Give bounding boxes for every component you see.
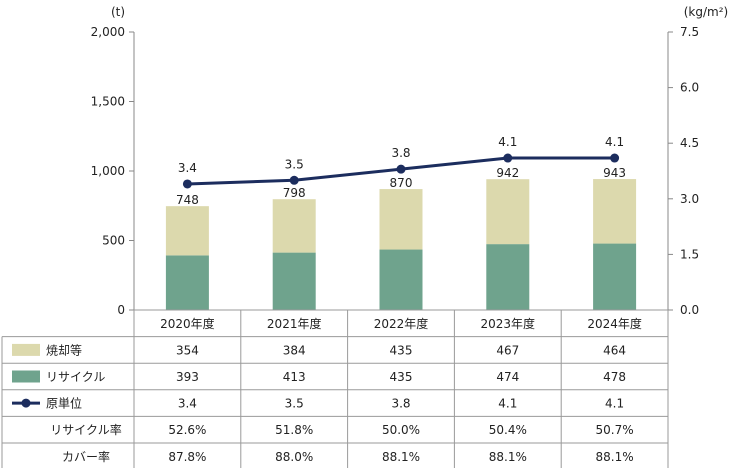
bar-recycle [593, 243, 637, 310]
bar-incineration [165, 206, 209, 256]
bar-total-label: 943 [603, 166, 626, 180]
table-cell: 88.1% [596, 450, 634, 464]
table-row-label: カバー率 [62, 449, 110, 464]
table-cell: 354 [176, 343, 199, 357]
table-cell: 4.1 [605, 397, 624, 411]
bar-recycle [379, 249, 423, 310]
table-cell: 474 [496, 370, 519, 384]
table-row-label: リサイクル率 [50, 422, 121, 437]
intensity-data-label: 4.1 [605, 135, 624, 149]
category-label: 2024年度 [587, 316, 642, 331]
intensity-point [396, 164, 406, 174]
table-cell: 3.8 [391, 397, 410, 411]
y-right-tick-label: 3.0 [680, 192, 699, 206]
intensity-point [610, 153, 620, 163]
category-label: 2021年度 [267, 316, 322, 331]
category-label: 2022年度 [374, 316, 429, 331]
table-cell: 393 [176, 370, 199, 384]
legend-point-swatch [21, 398, 31, 408]
intensity-data-label: 4.1 [498, 135, 517, 149]
table-cell: 4.1 [498, 397, 517, 411]
y-left-tick-label: 0 [117, 303, 125, 317]
intensity-data-label: 3.8 [391, 146, 410, 160]
table-cell: 52.6% [168, 423, 206, 437]
table-cell: 467 [496, 343, 519, 357]
y-left-tick-label: 500 [102, 234, 125, 248]
bar-incineration [593, 179, 637, 244]
bar-total-label: 798 [283, 186, 306, 200]
table-cell: 50.4% [489, 423, 527, 437]
category-label: 2020年度 [160, 316, 215, 331]
y-left-tick-label: 1,000 [91, 164, 125, 178]
y-right-unit: (kg/m²) [684, 5, 728, 19]
y-left-tick-label: 1,500 [91, 95, 125, 109]
y-left-unit: (t) [111, 5, 125, 19]
table-cell: 3.4 [178, 397, 197, 411]
bar-incineration [379, 189, 423, 250]
table-cell: 50.0% [382, 423, 420, 437]
table-cell: 87.8% [168, 450, 206, 464]
bar-incineration [486, 179, 530, 245]
intensity-data-label: 3.5 [285, 157, 304, 171]
table-row-label: リサイクル [46, 370, 105, 384]
category-label: 2023年度 [481, 316, 536, 331]
table-cell: 464 [603, 343, 626, 357]
y-right-tick-label: 7.5 [680, 25, 699, 39]
bar-total-label: 748 [176, 193, 199, 207]
y-right-tick-label: 1.5 [680, 247, 699, 261]
table-cell: 435 [390, 343, 413, 357]
table-row-label: 原単位 [46, 396, 82, 411]
intensity-data-label: 3.4 [178, 161, 197, 175]
table-cell: 478 [603, 370, 626, 384]
bar-total-label: 870 [390, 176, 413, 190]
y-right-tick-label: 0.0 [680, 303, 699, 317]
bar-recycle [272, 252, 316, 310]
y-right-tick-label: 4.5 [680, 136, 699, 150]
table-cell: 3.5 [285, 397, 304, 411]
bar-recycle [165, 255, 209, 310]
table-cell: 88.1% [382, 450, 420, 464]
table-row-label: 焼却等 [46, 343, 82, 357]
y-right-tick-label: 6.0 [680, 81, 699, 95]
legend-bar-swatch [12, 370, 40, 383]
intensity-point [289, 175, 299, 185]
legend-bar-swatch [12, 343, 40, 356]
bar-incineration [272, 199, 316, 253]
bar-recycle [486, 244, 530, 310]
table-cell: 384 [283, 343, 306, 357]
table-cell: 51.8% [275, 423, 313, 437]
table-cell: 413 [283, 370, 306, 384]
table-cell: 88.1% [489, 450, 527, 464]
table-cell: 435 [390, 370, 413, 384]
intensity-point [182, 179, 192, 189]
y-left-tick-label: 2,000 [91, 25, 125, 39]
table-cell: 50.7% [596, 423, 634, 437]
table-cell: 88.0% [275, 450, 313, 464]
bar-total-label: 942 [496, 166, 519, 180]
intensity-point [503, 153, 513, 163]
